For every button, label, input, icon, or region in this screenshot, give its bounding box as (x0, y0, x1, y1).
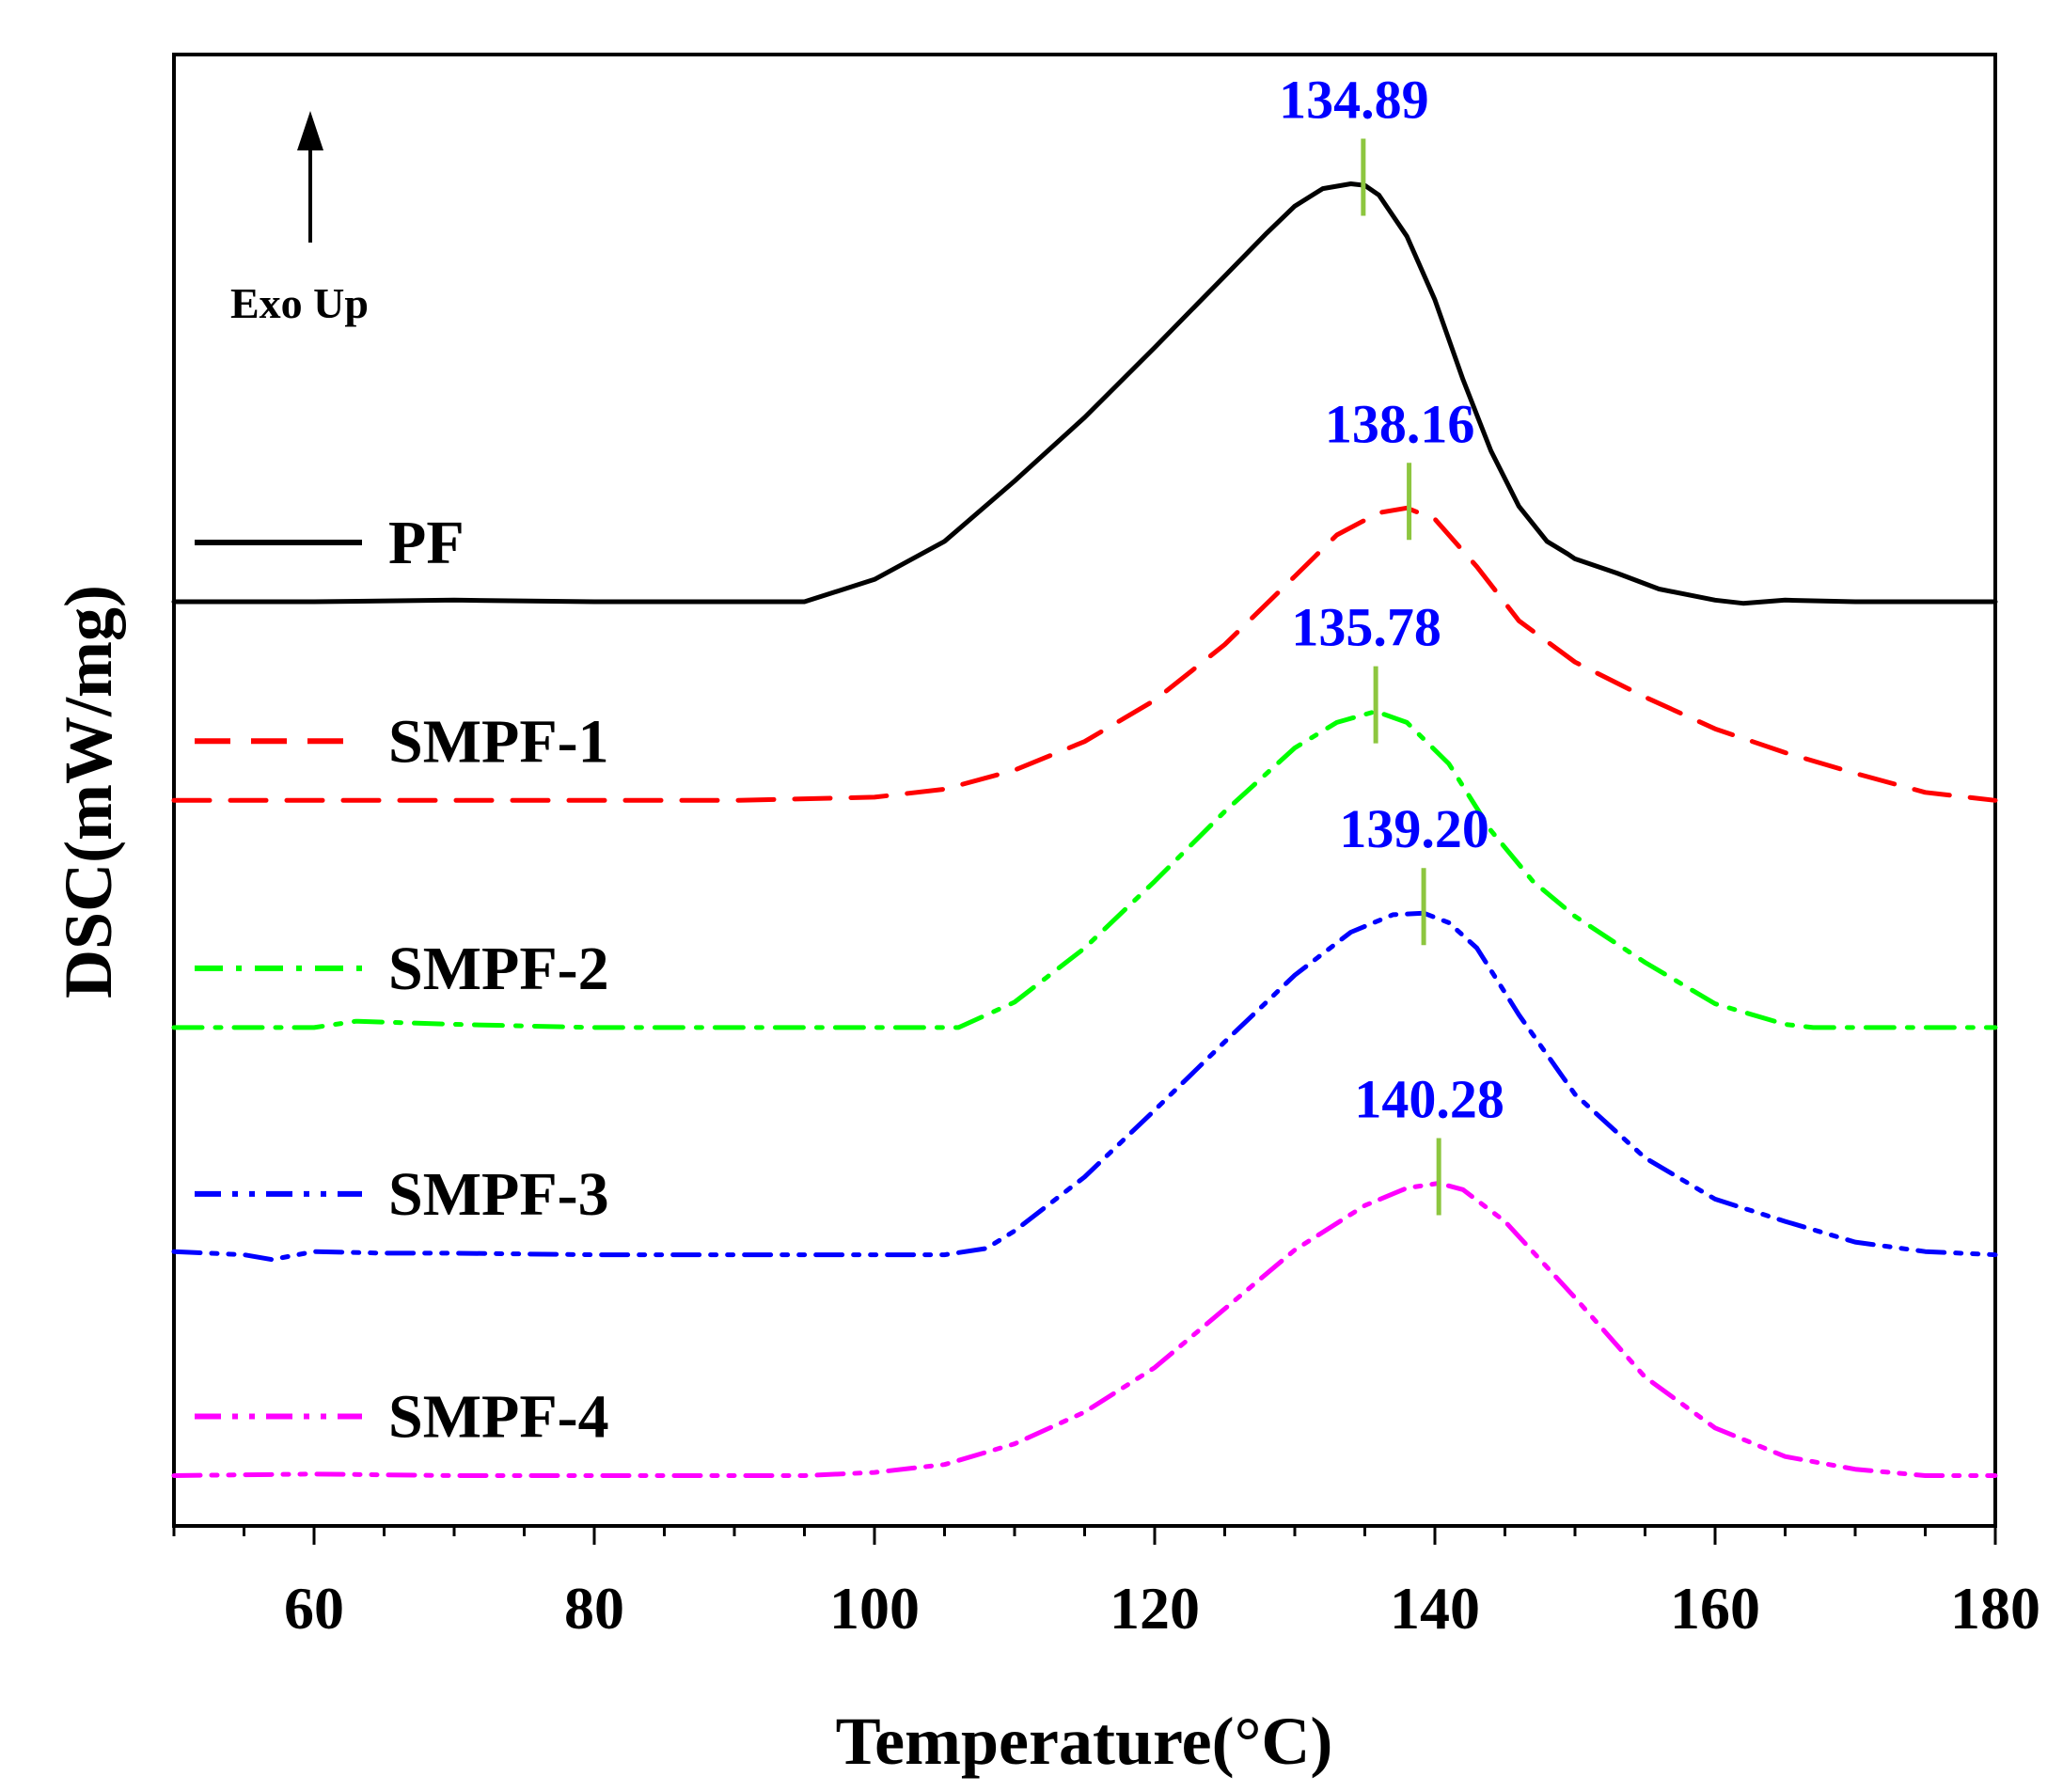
series-line-smpf-1 (171, 505, 1998, 803)
x-tick-label: 140 (1390, 1575, 1480, 1642)
series-line-smpf-2 (171, 709, 1998, 1030)
exo-up-label: Exo Up (230, 279, 369, 327)
exo-arrow-icon (297, 111, 323, 150)
peak-label: 139.20 (1339, 798, 1489, 859)
peak-label: 135.78 (1291, 597, 1441, 658)
legend: PF SMPF-1 SMPF-2 SMPF-3 SMPF-4 (195, 509, 609, 1452)
legend-label-smpf-3: SMPF-3 (388, 1160, 609, 1229)
x-tick-label: 120 (1110, 1575, 1200, 1642)
series-line-smpf-4 (171, 1181, 1998, 1478)
series-line-pf (171, 181, 1998, 606)
x-tick-label: 180 (1950, 1575, 2040, 1642)
peak-markers: 134.89 138.16 135.78 139.20 140.28 (1279, 70, 1504, 1216)
x-tick-label: 100 (829, 1575, 920, 1642)
x-axis-title: Temperature(°C) (836, 1704, 1333, 1779)
legend-label-smpf-4: SMPF-4 (388, 1383, 609, 1452)
legend-label-smpf-1: SMPF-1 (388, 707, 609, 776)
x-tick-label: 80 (564, 1575, 624, 1642)
legend-label-pf: PF (388, 509, 465, 577)
x-ticks: 60 80 100 120 140 160 180 (172, 1526, 2040, 1642)
peak-label: 134.89 (1279, 70, 1429, 131)
legend-label-smpf-2: SMPF-2 (388, 935, 609, 1003)
x-tick-label: 160 (1670, 1575, 1760, 1642)
series-line-smpf-3 (171, 910, 1998, 1263)
series-layer (171, 181, 1998, 1478)
peak-label: 140.28 (1354, 1069, 1504, 1130)
peak-label: 138.16 (1325, 393, 1475, 454)
y-axis-title: DSC(mW/mg) (51, 585, 126, 998)
plot-area (172, 53, 1997, 1528)
x-tick-label: 60 (284, 1575, 344, 1642)
